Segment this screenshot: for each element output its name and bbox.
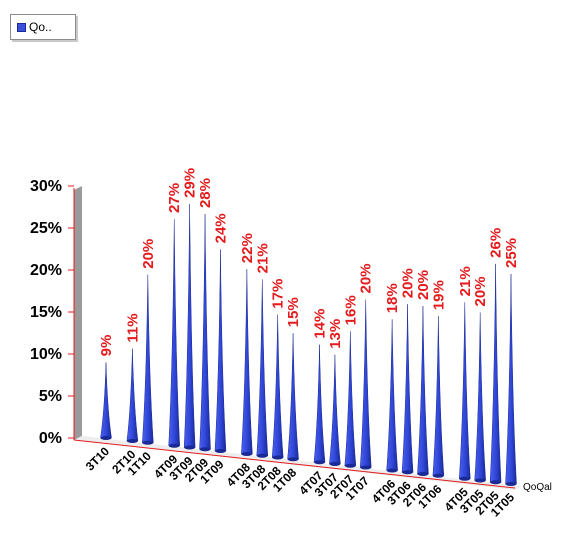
bar-base xyxy=(474,478,486,483)
data-label: 21% xyxy=(457,266,474,296)
bar xyxy=(256,279,269,456)
bar-base xyxy=(314,460,326,465)
data-label: 20% xyxy=(400,268,417,298)
bar-base xyxy=(432,473,444,478)
bar-base xyxy=(272,455,284,460)
data-label: 14% xyxy=(312,309,329,339)
bar-base xyxy=(344,463,356,468)
data-label: 9% xyxy=(98,335,115,357)
x-axis xyxy=(73,439,516,489)
bar-base xyxy=(184,445,196,450)
y-tick-label: 10% xyxy=(30,346,62,363)
bar-base xyxy=(287,457,299,462)
bar-base xyxy=(100,436,112,440)
data-label: 20% xyxy=(358,263,375,293)
bar xyxy=(287,333,299,460)
data-label: 27% xyxy=(166,183,183,213)
data-label: 19% xyxy=(430,280,447,310)
bar xyxy=(199,214,211,450)
data-label: 15% xyxy=(285,297,302,327)
data-label: 11% xyxy=(124,313,141,342)
left-wall xyxy=(74,186,82,440)
data-label: 16% xyxy=(342,295,359,325)
y-tick-label: 5% xyxy=(39,388,62,405)
data-label: 20% xyxy=(472,276,489,306)
bar xyxy=(359,299,372,468)
bar-base xyxy=(417,472,429,476)
data-label: 28% xyxy=(197,178,214,208)
legend-label: Qo.. xyxy=(29,20,52,34)
data-label: 29% xyxy=(182,168,199,198)
x-axis-line xyxy=(73,439,516,489)
bar xyxy=(417,305,429,475)
bar-base xyxy=(168,443,180,448)
bar xyxy=(459,302,471,479)
data-label: 17% xyxy=(270,279,287,309)
data-label: 18% xyxy=(384,283,401,313)
data-label: 13% xyxy=(327,319,344,349)
legend: Qo.. xyxy=(10,14,76,40)
bar xyxy=(142,274,154,443)
bar-base xyxy=(214,449,226,453)
bar xyxy=(126,348,139,442)
y-tick-label: 25% xyxy=(30,220,62,237)
bar xyxy=(386,319,398,471)
data-label: 25% xyxy=(503,238,520,268)
y-tick-label: 15% xyxy=(30,304,62,321)
bar-base xyxy=(505,482,517,486)
bar xyxy=(489,263,502,483)
bar-base xyxy=(142,440,154,445)
bar xyxy=(505,273,517,485)
data-label: 20% xyxy=(140,239,157,269)
data-labels: 9%11%20%27%29%28%24%22%21%17%15% 14%13%16… xyxy=(98,168,520,357)
y-axis: 0% 5% 10% 15% 20% 25% 30% xyxy=(30,178,75,447)
data-label: 22% xyxy=(239,233,256,263)
data-label: 26% xyxy=(488,228,505,258)
bar xyxy=(168,218,180,446)
data-label: 24% xyxy=(212,213,229,243)
bar xyxy=(329,354,341,465)
bar-base xyxy=(386,468,398,473)
data-label: 20% xyxy=(415,270,432,300)
bar xyxy=(344,331,357,466)
y-tick-label: 0% xyxy=(39,430,62,447)
bar-base xyxy=(256,453,268,458)
bar-base xyxy=(329,462,341,466)
y-tick-label: 20% xyxy=(30,262,62,279)
bar-base xyxy=(459,476,471,481)
bars xyxy=(100,203,517,486)
data-label: 21% xyxy=(254,243,271,273)
bar xyxy=(241,269,253,455)
bar xyxy=(214,249,227,452)
x-axis-label: QoQal xyxy=(523,482,552,493)
bar-base xyxy=(126,439,138,443)
bar-base xyxy=(199,447,211,452)
bar xyxy=(432,316,445,476)
x-tick-label: 3T10 xyxy=(83,444,112,473)
bar-base xyxy=(360,465,372,470)
bar-base xyxy=(490,480,502,485)
legend-swatch xyxy=(17,22,26,32)
bar xyxy=(100,362,112,439)
bar-base xyxy=(241,452,253,456)
bar xyxy=(401,304,414,473)
bar xyxy=(271,314,284,458)
y-tick-label: 30% xyxy=(30,178,62,195)
bar xyxy=(313,344,326,463)
bar xyxy=(474,312,486,481)
bar-base xyxy=(402,470,414,475)
bar xyxy=(183,203,196,448)
